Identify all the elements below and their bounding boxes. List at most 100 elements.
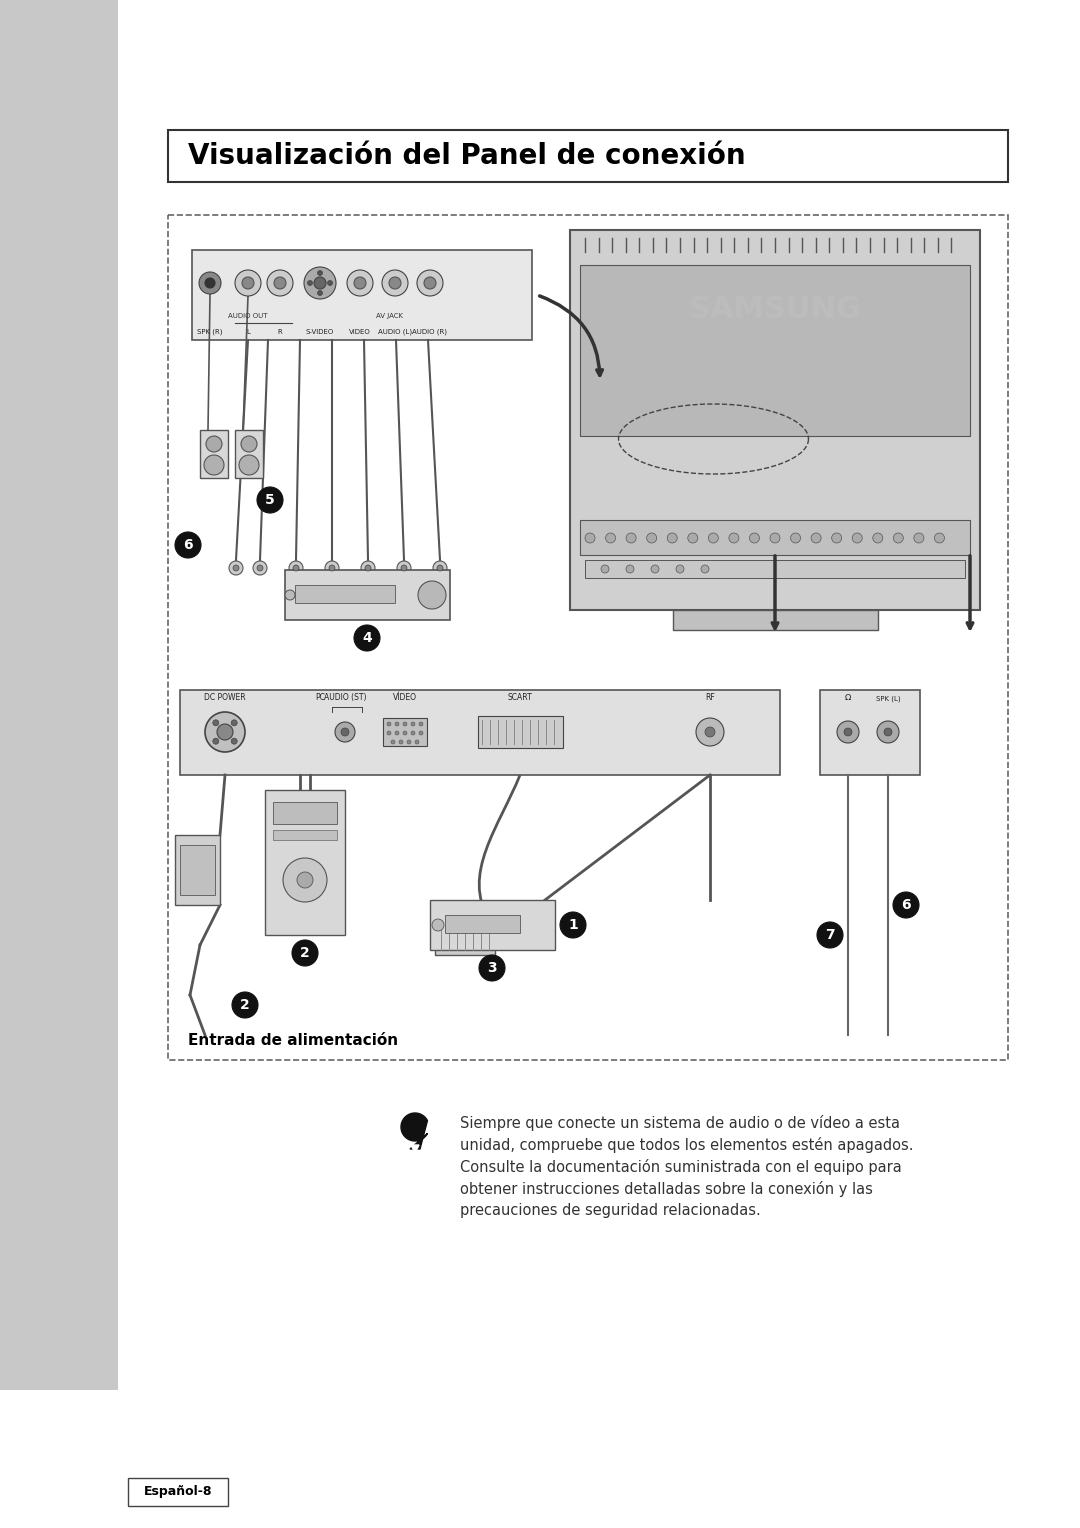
Bar bbox=[0, 0, 118, 1390]
Circle shape bbox=[432, 918, 444, 931]
Bar bbox=[175, 834, 220, 905]
Bar bbox=[580, 520, 970, 555]
Text: VÍDEO: VÍDEO bbox=[393, 694, 417, 701]
Circle shape bbox=[585, 533, 595, 542]
Bar bbox=[273, 830, 337, 840]
Circle shape bbox=[411, 730, 415, 735]
Text: VIDEO: VIDEO bbox=[349, 329, 370, 335]
Circle shape bbox=[229, 561, 243, 575]
Circle shape bbox=[382, 270, 408, 296]
Bar bbox=[200, 429, 228, 478]
Bar bbox=[478, 717, 563, 749]
Bar bbox=[580, 264, 970, 435]
Text: AUDIO OUT: AUDIO OUT bbox=[228, 313, 268, 319]
Bar bbox=[129, 1478, 228, 1507]
Text: S-VIDEO: S-VIDEO bbox=[306, 329, 334, 335]
Circle shape bbox=[770, 533, 780, 542]
Text: Español-8: Español-8 bbox=[144, 1485, 213, 1499]
Bar bbox=[570, 231, 980, 610]
Bar bbox=[180, 691, 780, 775]
Circle shape bbox=[419, 730, 423, 735]
Circle shape bbox=[403, 723, 407, 726]
Text: Siempre que conecte un sistema de audio o de vídeo a esta: Siempre que conecte un sistema de audio … bbox=[460, 1115, 900, 1131]
Text: unidad, compruebe que todos los elementos estén apagados.: unidad, compruebe que todos los elemento… bbox=[460, 1137, 914, 1154]
Bar bbox=[383, 718, 427, 746]
Circle shape bbox=[253, 561, 267, 575]
Circle shape bbox=[387, 730, 391, 735]
Text: 6: 6 bbox=[901, 898, 910, 912]
Circle shape bbox=[934, 533, 944, 542]
Bar bbox=[265, 790, 345, 935]
Text: 4: 4 bbox=[362, 631, 372, 645]
Circle shape bbox=[175, 532, 201, 558]
Circle shape bbox=[283, 859, 327, 902]
Circle shape bbox=[832, 533, 841, 542]
Text: obtener instrucciones detalladas sobre la conexión y las: obtener instrucciones detalladas sobre l… bbox=[460, 1181, 873, 1196]
Text: SPK (L): SPK (L) bbox=[876, 695, 901, 701]
Circle shape bbox=[289, 561, 303, 575]
Circle shape bbox=[647, 533, 657, 542]
Text: SCART: SCART bbox=[508, 694, 532, 701]
Circle shape bbox=[843, 727, 852, 736]
Circle shape bbox=[676, 565, 684, 573]
Bar bbox=[295, 585, 395, 604]
Circle shape bbox=[354, 277, 366, 289]
Circle shape bbox=[816, 921, 843, 947]
Circle shape bbox=[696, 718, 724, 746]
Circle shape bbox=[217, 724, 233, 740]
Circle shape bbox=[424, 277, 436, 289]
Circle shape bbox=[205, 712, 245, 752]
Bar bbox=[168, 215, 1008, 1060]
Circle shape bbox=[297, 872, 313, 888]
Circle shape bbox=[213, 738, 219, 744]
Circle shape bbox=[303, 267, 336, 299]
Text: SAMSUNG: SAMSUNG bbox=[689, 295, 862, 324]
Circle shape bbox=[199, 272, 221, 293]
Polygon shape bbox=[401, 1112, 428, 1149]
Bar bbox=[585, 559, 966, 578]
Circle shape bbox=[417, 270, 443, 296]
Circle shape bbox=[399, 740, 403, 744]
Circle shape bbox=[274, 277, 286, 289]
Circle shape bbox=[811, 533, 821, 542]
Bar bbox=[673, 610, 877, 630]
Circle shape bbox=[314, 277, 326, 289]
Circle shape bbox=[401, 565, 407, 571]
Circle shape bbox=[285, 590, 295, 601]
Circle shape bbox=[626, 565, 634, 573]
Circle shape bbox=[395, 730, 399, 735]
Circle shape bbox=[213, 720, 219, 726]
Text: AUDIO (L): AUDIO (L) bbox=[378, 329, 413, 335]
Circle shape bbox=[403, 730, 407, 735]
Text: 5: 5 bbox=[265, 494, 275, 507]
Circle shape bbox=[433, 561, 447, 575]
Circle shape bbox=[395, 723, 399, 726]
Circle shape bbox=[232, 992, 258, 1018]
Circle shape bbox=[885, 727, 892, 736]
Circle shape bbox=[242, 277, 254, 289]
Circle shape bbox=[852, 533, 862, 542]
Text: 6: 6 bbox=[184, 538, 193, 552]
Circle shape bbox=[391, 740, 395, 744]
Circle shape bbox=[407, 740, 411, 744]
Circle shape bbox=[389, 277, 401, 289]
Circle shape bbox=[233, 565, 239, 571]
Text: Visualización del Panel de conexión: Visualización del Panel de conexión bbox=[188, 142, 745, 170]
Text: 1: 1 bbox=[568, 918, 578, 932]
Circle shape bbox=[231, 720, 238, 726]
Bar bbox=[192, 251, 532, 341]
Text: L: L bbox=[246, 329, 249, 335]
Circle shape bbox=[893, 892, 919, 918]
Circle shape bbox=[257, 487, 283, 513]
Text: AV JACK: AV JACK bbox=[377, 313, 404, 319]
Bar bbox=[235, 429, 264, 478]
Circle shape bbox=[701, 565, 708, 573]
Circle shape bbox=[361, 561, 375, 575]
Circle shape bbox=[318, 270, 323, 275]
Circle shape bbox=[235, 270, 261, 296]
Text: precauciones de seguridad relacionadas.: precauciones de seguridad relacionadas. bbox=[460, 1203, 760, 1218]
Circle shape bbox=[365, 565, 372, 571]
Bar bbox=[430, 900, 555, 950]
Circle shape bbox=[204, 455, 224, 475]
Text: Consulte la documentación suministrada con el equipo para: Consulte la documentación suministrada c… bbox=[460, 1160, 902, 1175]
